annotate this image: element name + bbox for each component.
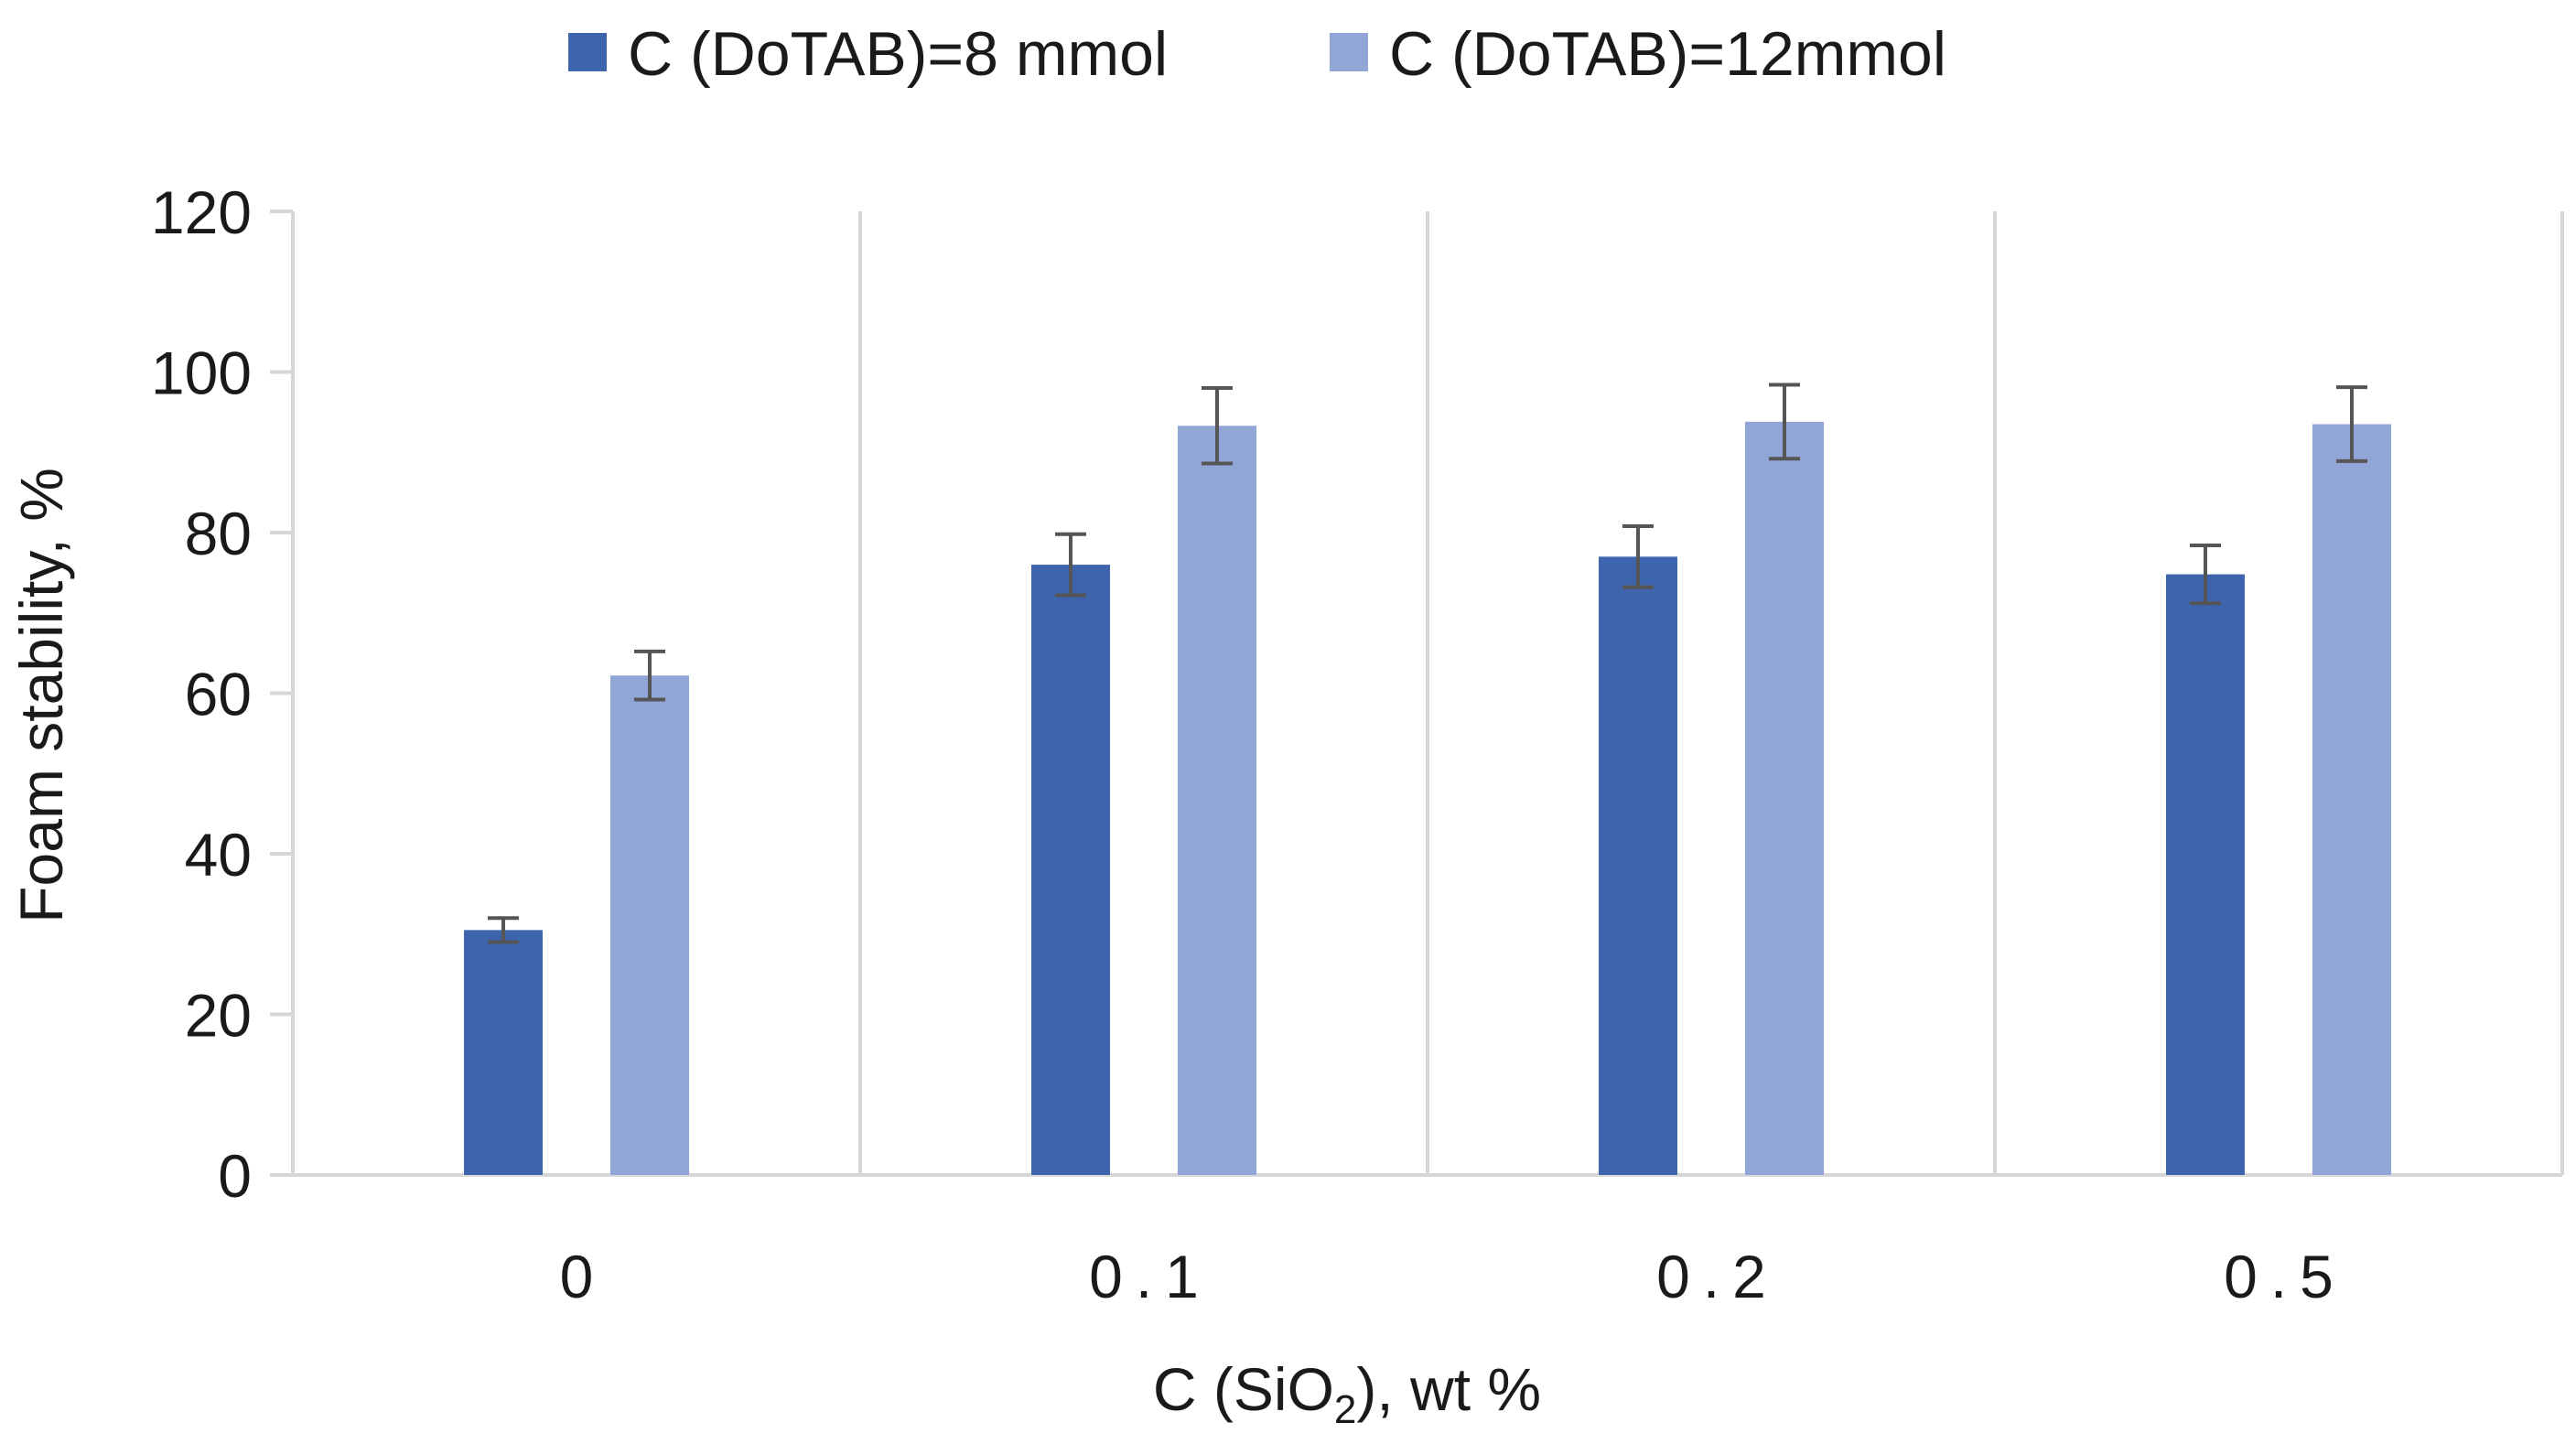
bar [1599, 556, 1677, 1175]
error-bars [488, 383, 2367, 944]
x-axis-title-subscript: 2 [1334, 1387, 1356, 1432]
bar [1178, 426, 1256, 1176]
x-axis-title: C (SiO2), wt % [1153, 1355, 1541, 1432]
bar [464, 930, 543, 1175]
x-tick-label: 0.2 [1656, 1243, 1779, 1310]
y-tick-label: 40 [185, 821, 252, 889]
legend-swatch-8mmol [568, 33, 607, 71]
bar [2312, 424, 2391, 1176]
bar [610, 675, 689, 1175]
bars [464, 421, 2391, 1176]
x-tick-label: 0 [560, 1243, 607, 1310]
x-axis-title-tail: ), wt % [1356, 1355, 1541, 1423]
y-tick-label: 60 [185, 661, 252, 728]
x-tick-label: 0.5 [2224, 1243, 2346, 1310]
bar [1745, 421, 1824, 1175]
y-tick-label: 80 [185, 500, 252, 567]
bar [2166, 574, 2245, 1175]
bar [1031, 565, 1110, 1175]
legend-swatch-12mmol [1330, 33, 1368, 71]
y-tick-label: 100 [151, 339, 252, 407]
y-tick-label: 20 [185, 982, 252, 1050]
legend: C (DoTAB)=8 mmol C (DoTAB)=12mmol [568, 19, 1946, 89]
x-tick-label: 0.1 [1089, 1243, 1212, 1310]
legend-label-12mmol: C (DoTAB)=12mmol [1389, 19, 1946, 89]
x-axis-ticks: 0 0.1 0.2 0.5 [560, 1243, 2346, 1310]
y-axis-title: Foam stability, % [7, 468, 75, 923]
legend-label-8mmol: C (DoTAB)=8 mmol [628, 19, 1168, 89]
y-axis-ticks: 0 20 40 60 80 100 120 [151, 178, 293, 1210]
y-tick-label: 120 [151, 178, 252, 246]
y-tick-label: 0 [218, 1142, 252, 1210]
x-axis-title-main: C (SiO [1153, 1355, 1334, 1423]
